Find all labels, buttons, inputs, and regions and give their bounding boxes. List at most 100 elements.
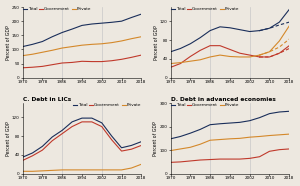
Government [140, 54, 143, 56]
Line: Government: Government [170, 149, 289, 162]
Government [130, 56, 133, 58]
Total [178, 135, 182, 138]
Private [198, 143, 202, 145]
Total [130, 16, 133, 19]
Private [130, 167, 133, 169]
Government [278, 149, 281, 151]
Total [208, 124, 212, 126]
Government [258, 156, 261, 158]
Government [100, 126, 103, 128]
Total [130, 144, 133, 147]
Total [169, 138, 172, 140]
Government [50, 140, 54, 142]
Private [70, 46, 74, 48]
Government [120, 58, 123, 60]
Private [40, 170, 44, 172]
Total [110, 135, 113, 137]
Total [100, 22, 103, 24]
Total [70, 121, 74, 123]
Total [21, 156, 24, 158]
Private [60, 169, 64, 171]
Private [178, 148, 182, 150]
Private [31, 53, 34, 55]
Total [198, 128, 202, 131]
Private [140, 163, 143, 165]
Total [120, 147, 123, 149]
Government [40, 149, 44, 151]
Total [90, 117, 94, 119]
Government [31, 66, 34, 68]
Total [100, 122, 103, 124]
Total [228, 122, 232, 124]
Total [188, 132, 192, 134]
Total [80, 117, 84, 119]
Private [60, 47, 64, 49]
Government [287, 148, 291, 150]
Line: Private: Private [22, 37, 141, 56]
Private [90, 43, 94, 45]
Total [31, 152, 34, 154]
Legend: Total, Government, Private: Total, Government, Private [73, 103, 141, 108]
Government [31, 155, 34, 157]
Government [178, 161, 182, 163]
Line: Private: Private [170, 134, 289, 151]
Line: Government: Government [22, 122, 141, 161]
Private [100, 169, 103, 171]
Government [120, 150, 123, 152]
Legend: Total, Government, Private: Total, Government, Private [23, 7, 91, 12]
Private [80, 169, 84, 171]
Government [140, 144, 143, 147]
Total [268, 113, 271, 115]
Government [90, 60, 94, 63]
Government [228, 158, 232, 160]
Private [120, 40, 123, 42]
Private [228, 138, 232, 140]
Government [248, 157, 251, 159]
Government [70, 126, 74, 128]
Total [80, 24, 84, 27]
Y-axis label: Percent of GDP: Percent of GDP [6, 121, 11, 156]
Total [287, 110, 291, 112]
Government [268, 150, 271, 152]
Government [130, 148, 133, 150]
Private [50, 49, 54, 51]
Private [258, 135, 261, 138]
Total [140, 13, 143, 15]
Total [31, 43, 34, 45]
Y-axis label: Percent of GDP: Percent of GDP [6, 25, 10, 60]
Line: Private: Private [22, 164, 141, 171]
Private [90, 169, 94, 171]
Private [218, 138, 222, 141]
Private [130, 38, 133, 40]
Government [238, 158, 242, 160]
Text: D. Debt in advanced economies: D. Debt in advanced economies [170, 97, 275, 102]
Total [40, 40, 44, 43]
Private [169, 150, 172, 152]
Total [238, 121, 242, 124]
Y-axis label: Percent of GDP: Percent of GDP [154, 121, 158, 156]
Private [120, 169, 123, 171]
Government [218, 158, 222, 160]
Private [100, 43, 103, 45]
Total [50, 36, 54, 38]
Private [31, 170, 34, 172]
Y-axis label: Percent of GDP: Percent of GDP [154, 25, 159, 60]
Total [120, 20, 123, 22]
Total [40, 145, 44, 147]
Government [208, 158, 212, 161]
Total [110, 21, 113, 23]
Government [60, 62, 64, 64]
Total [21, 46, 24, 48]
Total [248, 120, 251, 122]
Government [80, 121, 84, 123]
Line: Government: Government [22, 55, 141, 68]
Government [110, 60, 113, 62]
Total [90, 23, 94, 25]
Total [60, 129, 64, 132]
Legend: Total, Government, Private: Total, Government, Private [171, 103, 239, 108]
Private [287, 133, 291, 135]
Text: C. Debt in LICs: C. Debt in LICs [22, 97, 71, 102]
Total [50, 136, 54, 138]
Line: Total: Total [170, 111, 289, 139]
Private [21, 54, 24, 57]
